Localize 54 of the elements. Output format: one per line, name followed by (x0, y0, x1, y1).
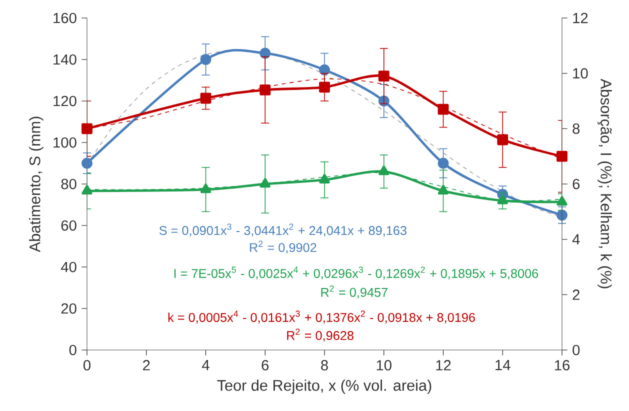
x-tick-label: 10 (376, 360, 392, 370)
x-tick-label: 4 (202, 360, 210, 370)
point (378, 70, 390, 82)
point (200, 184, 212, 194)
point (378, 166, 390, 176)
point (260, 84, 271, 96)
point (82, 123, 92, 134)
y-tick-label: 60 (61, 220, 76, 231)
x-tick-label: 0 (83, 360, 90, 370)
point (438, 104, 449, 115)
y-tick-label: 120 (54, 96, 76, 106)
point (319, 174, 330, 184)
point (82, 184, 92, 195)
point (82, 158, 92, 169)
y2-tick-label: 6 (572, 178, 580, 190)
y-tick-label: 40 (60, 262, 76, 272)
point (556, 150, 568, 162)
x-tick-label: 8 (321, 360, 328, 370)
point (497, 134, 508, 146)
x-tick-label: 12 (436, 360, 451, 370)
text: I = 7E-05x$^{5}$ - 0,0025x$^{4}$ + 0,0296x$^{3}$ - 0,1269x$^{2}$ + 0,1895x + 5,8006 (174, 266, 538, 280)
y-tick-label: 140 (54, 54, 76, 65)
point (319, 64, 330, 76)
y2-axis-title: Absorção, I (%); Kelham, k (%) (598, 78, 612, 288)
point (438, 158, 449, 169)
point (556, 196, 568, 206)
point (260, 48, 271, 59)
y-tick-label: 100 (54, 137, 76, 148)
x-tick-label: 2 (143, 360, 150, 370)
y2-tick-label: 2 (572, 290, 580, 300)
y2-tick-label: 4 (572, 234, 580, 244)
y-tick-label: 160 (54, 12, 76, 24)
x-tick-label: 14 (496, 360, 510, 370)
point (200, 92, 212, 104)
y2-tick-label: 12 (573, 12, 588, 24)
x-tick-label: 6 (262, 360, 269, 370)
y2-tick-label: 0 (572, 344, 580, 356)
annotation: R$^{2}$ = 0,9902 (250, 240, 316, 254)
x-axis-title: Teor de Rejeito, x (% vol. areia) (217, 380, 432, 394)
y2-tick-label: 10 (573, 68, 588, 79)
point (556, 210, 568, 221)
point (438, 184, 449, 195)
point (200, 54, 212, 65)
annotation: R$^{2}$ = 0,9628 (287, 328, 354, 342)
x-tick-label: 16 (554, 360, 570, 370)
y-tick-label: 0 (69, 344, 76, 356)
y-tick-label: 20 (61, 303, 76, 314)
y-tick-label: 80 (61, 178, 76, 190)
y-axis-title: Abatimento, S (mm) (29, 116, 44, 252)
y2-tick-label: 8 (572, 123, 580, 134)
annotation: R$^{2}$ = 0,9457 (321, 285, 388, 298)
annotation: k = 0,0005x$^{4}$ - 0,0161x$^{3}$ + 0,1376x$^{2}$ - 0,0918x + 8,0196 (168, 310, 475, 324)
point (319, 82, 330, 93)
annotation: S = 0,0901x$^{3}$ - 3,0441x$^{2}$ + 24,041x + 89,163 (159, 224, 406, 237)
